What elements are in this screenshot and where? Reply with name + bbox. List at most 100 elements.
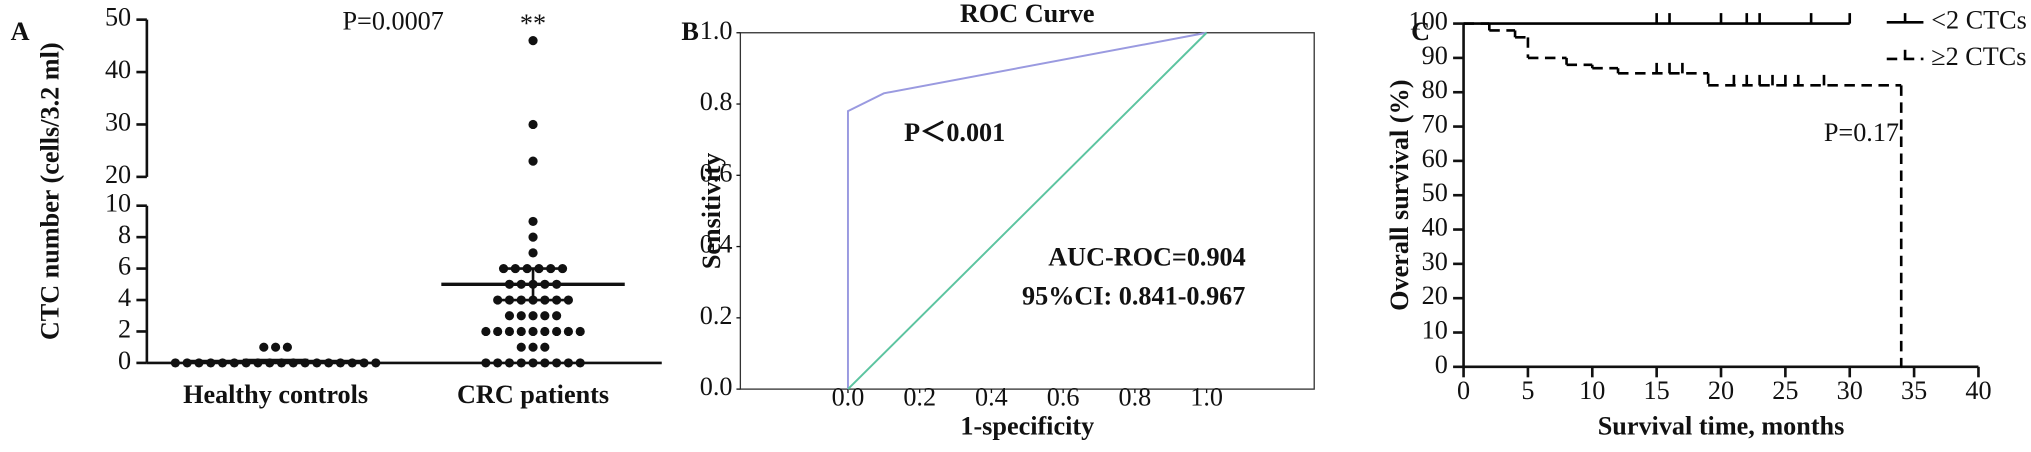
- y-axis-label: Sensitivity: [697, 153, 726, 269]
- plot-frame: [739, 32, 1315, 390]
- y-tick-label: 50: [1422, 178, 1448, 207]
- legend-label: ≥2 CTCs: [1931, 42, 2026, 71]
- dot: [282, 342, 292, 352]
- dot: [575, 326, 585, 337]
- dot: [504, 326, 515, 337]
- y-tick-label: 0.6: [700, 158, 733, 187]
- y-axis-label: CTC number (cells/3.2 ml): [36, 42, 65, 340]
- y-tick-label: 70: [1422, 110, 1448, 139]
- y-tick-label: 40: [1422, 213, 1448, 242]
- chart-title: ROC Curve: [960, 0, 1095, 28]
- panel-label: B: [681, 17, 698, 46]
- x-tick-label: 15: [1644, 376, 1670, 405]
- dot: [481, 358, 491, 368]
- y-axis-label: Overall survival (%): [1385, 80, 1414, 311]
- dot: [259, 342, 269, 352]
- dot: [271, 342, 281, 352]
- panel-label: C: [1411, 17, 1430, 46]
- dot: [516, 311, 526, 321]
- y-tick-label: 50: [105, 3, 131, 32]
- dot: [552, 311, 562, 321]
- dot: [493, 295, 503, 305]
- dot: [528, 358, 538, 368]
- x-tick-label: 1.0: [1190, 383, 1223, 412]
- y-tick-label: 80: [1422, 75, 1448, 104]
- y-tick-label: 0: [1435, 350, 1448, 379]
- y-tick-label: 1.0: [700, 16, 733, 45]
- dot: [504, 311, 515, 321]
- y-tick-label: 20: [1422, 281, 1448, 310]
- dot: [481, 326, 491, 337]
- dot: [563, 358, 573, 368]
- dot: [540, 326, 550, 337]
- dot: [528, 342, 538, 352]
- dot: [540, 342, 550, 352]
- y-tick-label: 2: [118, 314, 131, 343]
- dot: [528, 326, 538, 337]
- dot: [516, 326, 526, 337]
- dot: [371, 358, 381, 368]
- annotation: AUC-ROC=0.904: [1048, 242, 1246, 271]
- x-tick-label: 0.8: [1119, 383, 1152, 412]
- y-tick-label: 10: [1422, 316, 1448, 345]
- dot: [516, 342, 526, 352]
- curve: [846, 31, 1207, 390]
- dot: [516, 358, 526, 368]
- dot: [493, 326, 503, 337]
- dot: [528, 36, 538, 46]
- x-tick-label: 35: [1901, 376, 1927, 405]
- x-tick-label: CRC patients: [457, 380, 609, 409]
- annotation: P＜0.001: [904, 118, 1005, 147]
- y-tick-label: 6: [118, 252, 131, 281]
- y-tick-label: 8: [118, 220, 131, 249]
- x-tick-label: 0.2: [903, 383, 936, 412]
- dot: [493, 358, 503, 368]
- dot: [540, 311, 550, 321]
- dot: [552, 358, 562, 368]
- y-tick-label: 90: [1422, 41, 1448, 70]
- y-tick-label: 60: [1422, 144, 1448, 173]
- x-tick-label: 10: [1579, 376, 1605, 405]
- y-tick-label: 4: [118, 283, 131, 312]
- dot: [540, 358, 550, 368]
- y-tick-label: 30: [105, 107, 131, 136]
- dot: [528, 156, 538, 166]
- dot: [528, 216, 538, 226]
- x-tick-label: 5: [1521, 376, 1534, 405]
- dot: [528, 232, 538, 242]
- y-tick-label: 40: [105, 55, 131, 84]
- y-tick-label: 0: [118, 346, 131, 375]
- dot: [575, 358, 585, 368]
- x-tick-label: Healthy controls: [183, 380, 368, 409]
- annotation: 95%CI: 0.841-0.967: [1022, 282, 1245, 311]
- dot: [528, 248, 538, 258]
- y-tick-label: 20: [105, 160, 131, 189]
- x-tick-label: 30: [1837, 376, 1863, 405]
- dot: [504, 358, 515, 368]
- x-axis-label: Survival time, months: [1598, 411, 1845, 440]
- dot: [552, 326, 562, 337]
- significance: **: [520, 9, 546, 38]
- x-tick-label: 25: [1772, 376, 1798, 405]
- dot: [528, 119, 538, 130]
- x-tick-label: 20: [1708, 376, 1734, 405]
- y-tick-label: 0.2: [700, 301, 733, 330]
- x-tick-label: 40: [1965, 376, 1991, 405]
- x-tick-label: 0.4: [975, 383, 1008, 412]
- y-tick-label: 0.8: [700, 87, 733, 116]
- dot: [563, 295, 573, 305]
- annotation: P=0.17: [1824, 118, 1899, 147]
- y-tick-label: 100: [1409, 7, 1448, 36]
- legend-label: <2 CTCs: [1931, 5, 2027, 34]
- dot: [170, 358, 180, 368]
- panel-label: A: [11, 17, 30, 46]
- y-tick-label: 10: [105, 189, 131, 218]
- dot: [563, 326, 573, 337]
- y-tick-label: 0.0: [700, 372, 733, 401]
- x-tick-label: 0: [1457, 376, 1470, 405]
- curve: [847, 32, 1208, 390]
- dot: [528, 311, 538, 321]
- x-axis-label: 1-specificity: [960, 411, 1094, 440]
